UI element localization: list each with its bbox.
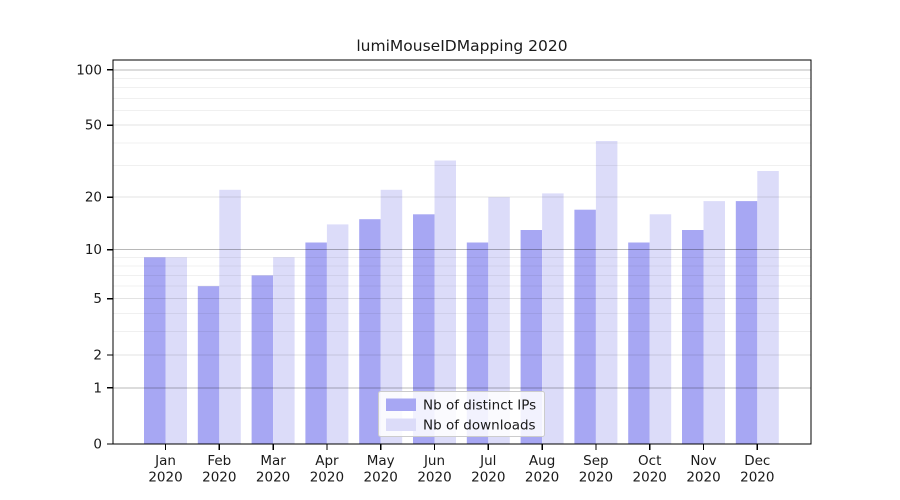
x-axis: Jan 2020 Feb 2020 Mar 2020 Apr 2020 May 2020 Jun 20… (148, 444, 774, 486)
x-tick-label-oct: Oct 2020 (633, 453, 667, 486)
bar-downloads-feb (219, 189, 241, 444)
bar-ips-dec (735, 201, 758, 444)
y-tick-label-0: 0 (93, 437, 102, 453)
bar-downloads-apr (326, 224, 349, 444)
bar-downloads-oct (649, 214, 672, 444)
x-tick-label-jul: Jul 2020 (471, 453, 505, 486)
bar-downloads-jan (165, 257, 187, 444)
x-tick-label-nov: Nov 2020 (686, 453, 720, 486)
bars-layer (144, 141, 779, 444)
y-tick-label-20: 20 (85, 190, 102, 206)
x-tick-label-may: May 2020 (364, 453, 398, 486)
x-tick-label-feb: Feb 2020 (202, 453, 236, 486)
y-axis: 0 1 2 5 10 20 50 100 (76, 62, 113, 453)
bar-downloads-jun (434, 160, 456, 444)
bar-ips-jan (144, 257, 166, 444)
bar-downloads-aug (542, 193, 564, 444)
bar-ips-oct (628, 242, 650, 444)
bar-downloads-dec (757, 171, 779, 444)
bar-downloads-sep (595, 141, 618, 444)
bar-ips-may (359, 219, 381, 444)
bar-downloads-nov (703, 201, 725, 444)
bar-ips-mar (251, 275, 274, 444)
x-tick-label-sep: Sep 2020 (579, 453, 613, 486)
legend-label-distinct-ips: Nb of distinct IPs (423, 398, 536, 414)
bar-ips-jun (413, 214, 435, 444)
legend-box (378, 391, 545, 437)
gridlines-layer (113, 69, 811, 389)
legend-swatch-distinct-ips (386, 398, 416, 411)
legend-swatch-downloads (386, 418, 416, 431)
y-tick-label-2: 2 (93, 347, 102, 363)
bar-ips-feb (197, 286, 220, 444)
legend: Nb of distinct IPs Nb of downloads (378, 391, 545, 437)
bar-downloads-mar (273, 257, 295, 444)
y-tick-label-10: 10 (85, 242, 102, 258)
plot-border (112, 59, 812, 445)
bar-ips-apr (305, 242, 327, 444)
y-tick-label-50: 50 (85, 118, 102, 134)
x-tick-label-aug: Aug 2020 (525, 453, 559, 486)
chart-title: lumiMouseIDMapping 2020 (356, 37, 567, 55)
bar-downloads-jul (488, 197, 510, 444)
x-tick-label-jan: Jan 2020 (148, 453, 182, 486)
x-tick-label-mar: Mar 2020 (256, 453, 290, 486)
y-tick-label-100: 100 (76, 62, 102, 78)
x-tick-label-jun: Jun 2020 (417, 453, 451, 486)
x-tick-label-apr: Apr 2020 (310, 453, 344, 486)
bar-downloads-may (380, 189, 403, 444)
bar-ips-sep (574, 209, 596, 444)
x-tick-label-dec: Dec 2020 (740, 453, 774, 486)
bar-ips-nov (682, 230, 704, 444)
bar-ips-aug (520, 230, 543, 444)
y-tick-label-5: 5 (93, 291, 102, 307)
y-tick-label-1: 1 (93, 380, 102, 396)
legend-label-downloads: Nb of downloads (423, 418, 536, 434)
